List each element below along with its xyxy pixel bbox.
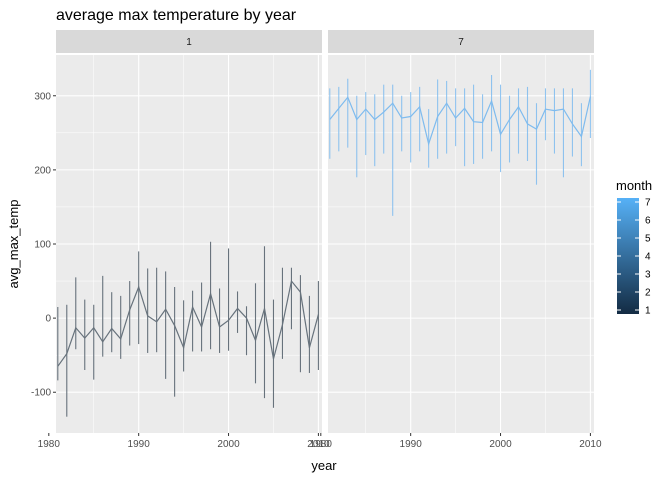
x-tick-label: 2010: [579, 439, 602, 450]
mean-series-line: [57, 279, 319, 367]
panel-grid-1: [56, 55, 322, 433]
y-tick-label: 200: [34, 165, 51, 176]
facet-strip-7: [328, 30, 594, 53]
legend-label: 5: [645, 234, 651, 245]
facet-strip-label-1: 1: [186, 37, 192, 48]
x-tick-label: 1990: [400, 439, 423, 450]
mean-series-line: [329, 96, 591, 147]
facet-panel-1: 1: [56, 30, 322, 433]
y-tick-label: 100: [34, 240, 51, 251]
x-axis-panel-7: 1980 1990 2000 2010: [310, 433, 602, 450]
y-tick-label: -100: [31, 388, 51, 399]
facet-strip-label-7: 7: [458, 37, 464, 48]
x-tick-label: 1980: [38, 439, 61, 450]
legend-colorbar: [617, 198, 639, 314]
x-tick-label: 1990: [128, 439, 151, 450]
x-tick-label: 2010: [307, 439, 330, 450]
y-tick-label: 300: [34, 91, 51, 102]
chart-title: average max temperature by year: [56, 7, 297, 24]
panel-marks-7: [329, 69, 591, 216]
facet-strip-1: [56, 30, 322, 53]
y-tick-label: 0: [45, 314, 51, 325]
legend-title: month: [616, 178, 652, 193]
legend-label: 1: [645, 306, 651, 317]
x-axis-title: year: [311, 458, 337, 473]
panel-marks-1: [57, 241, 319, 417]
y-axis-title: avg_max_temp: [6, 200, 21, 289]
legend-label: 3: [645, 270, 651, 281]
legend-label: 7: [645, 198, 651, 209]
x-tick-label: 1980: [310, 439, 333, 450]
legend: month 7 6 5 4 3 2 1: [616, 178, 652, 317]
y-axis: -100 0 100 200 300: [31, 91, 56, 399]
legend-label: 4: [645, 252, 651, 263]
x-axis-panel-1: 1980 1990 2000 2010: [38, 433, 330, 450]
facet-panel-7: 7: [328, 30, 594, 433]
x-tick-label: 2000: [217, 439, 240, 450]
x-tick-label: 2000: [489, 439, 512, 450]
legend-label: 2: [645, 288, 651, 299]
legend-label: 6: [645, 216, 651, 227]
legend-ticks: 7 6 5 4 3 2 1: [617, 198, 651, 317]
